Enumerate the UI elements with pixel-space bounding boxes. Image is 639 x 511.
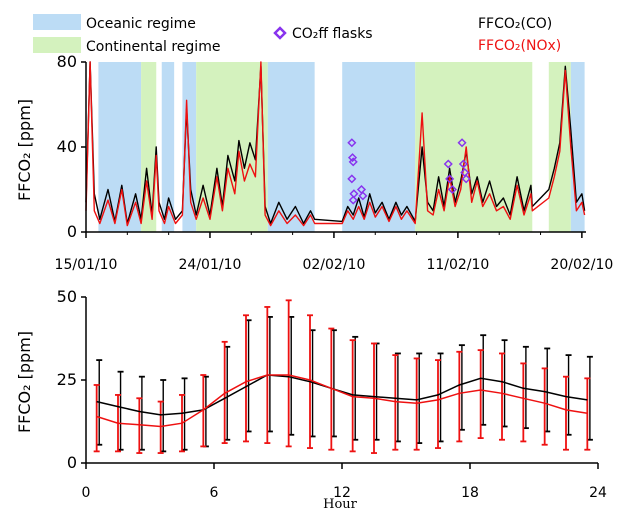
legend: Oceanic regime Continental regime CO₂ff … — [33, 14, 561, 55]
flask-marker-1 — [347, 153, 358, 163]
legend-continental-swatch — [33, 37, 81, 53]
bottom-x-tick-label-2: 12 — [333, 485, 351, 501]
legend-continental-label: Continental regime — [86, 39, 220, 55]
bottom-y-tick-label-2: 50 — [57, 287, 77, 306]
mean-line-co — [96, 374, 588, 416]
top-y-axis-label: FFCO₂ [ppm] — [15, 99, 34, 201]
top-x-tick-label-2: 02/02/10 — [302, 257, 365, 273]
regime-band-oceanic-5 — [267, 62, 315, 232]
legend-oceanic-label: Oceanic regime — [86, 16, 196, 32]
top-x-tick-label-4: 20/02/10 — [550, 257, 613, 273]
flask-marker-0 — [347, 138, 357, 148]
legend-oceanic-swatch — [33, 14, 81, 30]
flask-marker-9 — [445, 174, 455, 184]
mean-lines — [96, 374, 588, 428]
bottom-x-axis-label: Hour — [323, 497, 358, 511]
flask-marker-7 — [358, 191, 368, 201]
top-y-tick-label-1: 40 — [57, 137, 77, 156]
flask-marker-11 — [457, 138, 467, 148]
bottom-y-tick-label-0: 0 — [67, 453, 77, 472]
bottom-y-axis-label: FFCO₂ [ppm] — [15, 331, 34, 433]
mean-line-nox — [96, 374, 588, 428]
flask-marker-3 — [347, 174, 357, 184]
top-y-tick-label-2: 80 — [57, 52, 77, 71]
bottom-axes: 0 25 50 0 6 12 18 24 — [57, 287, 607, 501]
flask-marker-8 — [443, 159, 453, 169]
bottom-x-tick-label-1: 6 — [210, 485, 219, 501]
legend-flasks-label: CO₂ff flasks — [292, 26, 373, 42]
error-bars — [93, 299, 593, 454]
time-series-lines — [85, 61, 586, 227]
regime-band-oceanic-2 — [161, 62, 175, 232]
top-axes: 0 40 80 15/01/10 24/01/10 02/02/10 11/02/10 20/… — [55, 52, 614, 273]
top-x-tick-label-1: 24/01/10 — [179, 257, 242, 273]
regime-band-oceanic-6 — [342, 62, 416, 232]
series-line-co — [85, 61, 586, 225]
regime-band-continental-7 — [415, 62, 533, 232]
bottom-y-tick-label-1: 25 — [57, 370, 77, 389]
regime-band-oceanic-0 — [98, 62, 142, 232]
top-x-tick-label-3: 11/02/10 — [426, 257, 489, 273]
series-line-nox — [85, 61, 586, 227]
bottom-chart: 0 25 50 0 6 12 18 24 FFCO₂ [ppm] Hour — [15, 287, 607, 511]
bottom-x-tick-label-4: 24 — [589, 485, 607, 501]
flask-markers — [347, 138, 471, 205]
legend-nox-label: FFCO₂(NOx) — [478, 38, 561, 54]
legend-co-label: FFCO₂(CO) — [478, 16, 552, 32]
flask-marker-5 — [348, 195, 358, 205]
flask-marker-12 — [458, 159, 468, 169]
legend-flask-diamond-icon — [273, 26, 287, 40]
bottom-x-tick-label-3: 18 — [461, 485, 479, 501]
top-y-tick-label-0: 0 — [67, 222, 77, 241]
flask-marker-10 — [447, 184, 457, 195]
flask-marker-14 — [461, 174, 471, 184]
bottom-x-tick-label-0: 0 — [82, 485, 91, 501]
top-chart: 0 40 80 15/01/10 24/01/10 02/02/10 11/02/10 20/… — [15, 52, 613, 273]
flask-marker-2 — [348, 157, 358, 167]
top-x-tick-label-0: 15/01/10 — [55, 257, 118, 273]
